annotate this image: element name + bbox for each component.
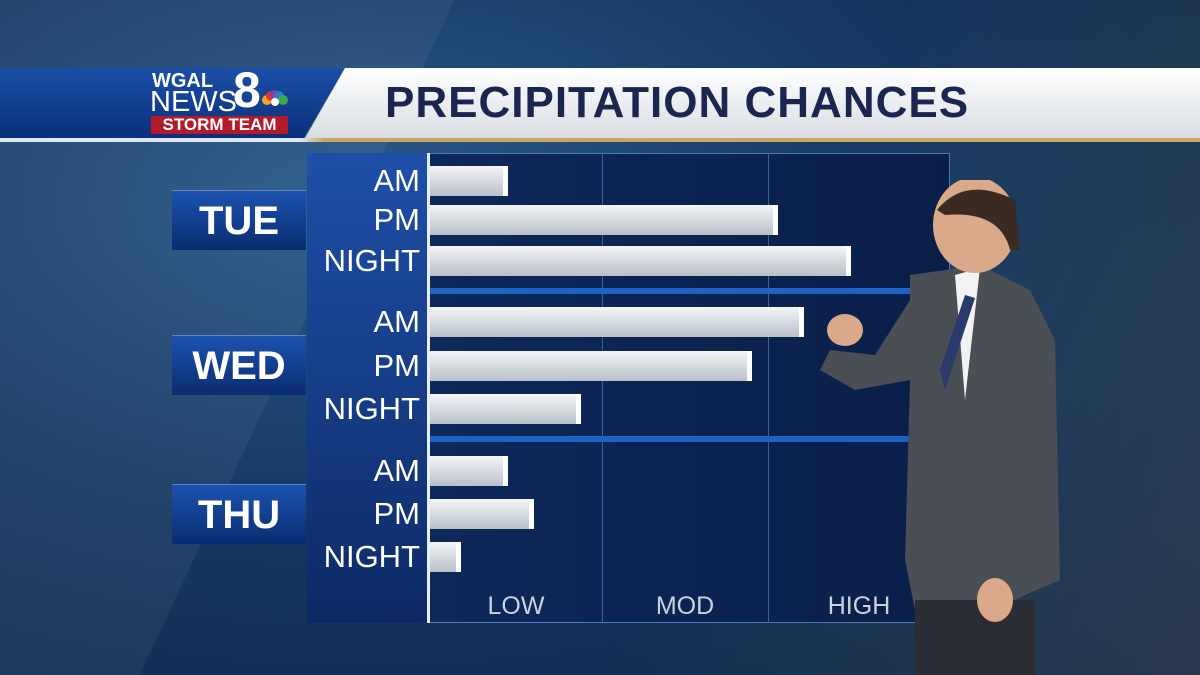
logo-storm-team: STORM TEAM xyxy=(151,116,288,134)
period-label: PM xyxy=(373,348,421,383)
period-label: NIGHT xyxy=(323,391,420,426)
logo-area: WGAL NEWS 8 STORM TEAM xyxy=(0,68,345,138)
period-label: AM xyxy=(373,304,421,339)
day-separator xyxy=(430,288,950,294)
bar-wed-night xyxy=(430,394,581,424)
bar-tue-night xyxy=(430,246,852,276)
axis-line xyxy=(427,153,430,623)
bar-thu-pm xyxy=(430,499,534,529)
presenter xyxy=(820,180,1060,675)
header-bar: WGAL NEWS 8 STORM TEAM PRECIPITATION CHA… xyxy=(0,68,1200,142)
period-label: AM xyxy=(373,453,421,488)
bar-tue-pm xyxy=(430,205,779,235)
period-label: PM xyxy=(373,202,421,237)
zone-divider xyxy=(602,153,603,623)
day-label-wed: WED xyxy=(172,335,306,395)
bar-tue-am xyxy=(430,166,508,196)
day-label-thu: THU xyxy=(172,484,306,544)
bar-thu-night xyxy=(430,542,462,572)
scale-label-low: LOW xyxy=(487,592,545,620)
bar-thu-am xyxy=(430,456,508,486)
day-label-tue: TUE xyxy=(172,190,306,250)
zone-divider xyxy=(768,153,769,623)
nbc-peacock-icon xyxy=(262,90,288,106)
logo-news: NEWS xyxy=(150,86,237,118)
day-separator xyxy=(430,436,950,442)
logo-wgal: WGAL xyxy=(152,70,214,92)
bar-wed-am xyxy=(430,307,805,337)
page-title: PRECIPITATION CHANCES xyxy=(385,78,970,127)
period-label: PM xyxy=(373,496,421,531)
period-label: NIGHT xyxy=(323,539,420,574)
scale-label-high: HIGH xyxy=(827,592,891,620)
header-underline xyxy=(0,138,1200,142)
scale-label-mod: MOD xyxy=(655,592,715,620)
bar-wed-pm xyxy=(430,351,753,381)
title-background xyxy=(305,68,1200,138)
logo-number: 8 xyxy=(233,62,261,118)
period-label: AM xyxy=(373,163,421,198)
period-label: NIGHT xyxy=(323,243,420,278)
period-label-column xyxy=(307,153,428,623)
